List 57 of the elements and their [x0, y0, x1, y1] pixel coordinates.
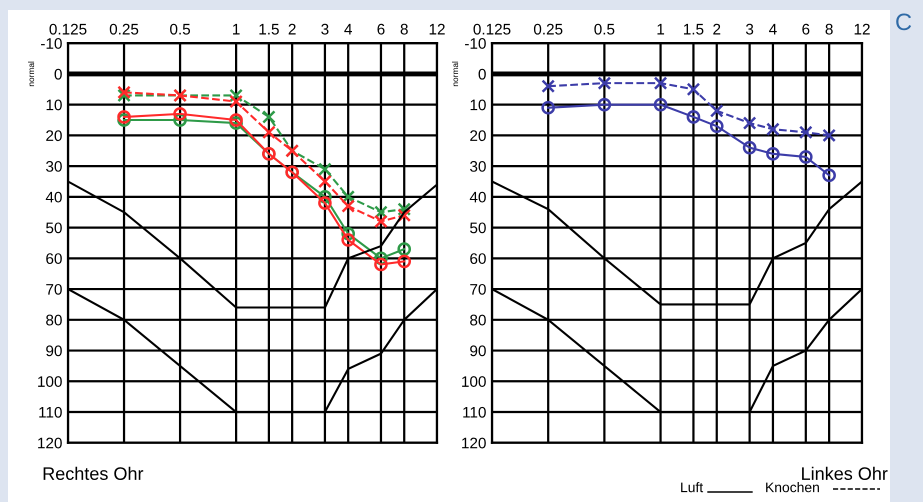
y-tick-label: 80 — [470, 314, 486, 326]
y-tick-label: 50 — [46, 222, 62, 234]
y-tick-label: 100 — [38, 376, 62, 387]
text: Knochen — [766, 482, 819, 492]
x-tick-label: 12 — [854, 24, 870, 34]
x-tick-label: 6 — [802, 24, 810, 35]
y-tick-label: 120 — [462, 438, 486, 448]
x-tick-label: 0.5 — [170, 24, 190, 35]
x-tick-label: 1.5 — [259, 24, 279, 35]
x-tick-label: 1 — [657, 24, 664, 34]
x-tick-label: 8 — [400, 24, 408, 35]
y-tick-label: 30 — [46, 160, 62, 172]
y-tick-label: 120 — [38, 438, 62, 448]
x-tick-label: 8 — [826, 24, 833, 35]
y-tick-label: 40 — [46, 192, 62, 203]
y-tick-label: -10 — [465, 38, 486, 49]
y-tick-label: 70 — [46, 284, 62, 295]
y-tick-label: 10 — [470, 100, 486, 110]
x-tick-label: 0.5 — [594, 24, 614, 35]
x-tick-label: 3 — [746, 24, 754, 35]
x-tick-label: 0.125 — [473, 24, 510, 35]
x-tick-label: 2 — [288, 24, 296, 34]
x-tick-label: 1.5 — [684, 24, 704, 35]
y-tick-label: 90 — [46, 345, 62, 356]
y-tick-label: 110 — [39, 406, 62, 418]
y-tick-label: 30 — [470, 160, 486, 172]
x-tick-label: 0.25 — [110, 24, 138, 35]
y-tick-label: 10 — [46, 100, 62, 110]
y-tick-label: 100 — [462, 376, 486, 387]
y-tick-label: 110 — [463, 406, 486, 418]
x-tick-label: 6 — [377, 24, 385, 35]
y-tick-label: 70 — [470, 284, 486, 295]
x-tick-label: 4 — [769, 24, 777, 34]
x-tick-label: 4 — [344, 24, 352, 34]
x-tick-label: 12 — [430, 24, 445, 34]
y-tick-label: 50 — [470, 222, 486, 234]
y-tick-label: 60 — [46, 253, 62, 264]
y-tick-label: 20 — [46, 130, 62, 142]
text: Luft — [681, 482, 704, 492]
ref-line-label: normal — [28, 62, 34, 86]
y-tick-label: 90 — [470, 345, 486, 356]
y-tick-label: 0 — [478, 68, 486, 80]
y-tick-label: 60 — [470, 253, 486, 264]
x-axis-title: Linkes Ohr — [802, 466, 888, 480]
ref-line-label: normal — [452, 62, 458, 86]
y-tick-label: 0 — [54, 68, 62, 80]
y-tick-label: 80 — [46, 314, 62, 326]
x-tick-label: 3 — [321, 24, 329, 35]
y-tick-label: 20 — [470, 130, 486, 142]
x-axis-title: Rechtes Ohr — [44, 466, 144, 480]
x-tick-label: 2 — [713, 24, 720, 34]
x-tick-label: 0.25 — [534, 24, 562, 35]
x-tick-label: 0.125 — [49, 24, 86, 35]
y-tick-label: 40 — [470, 192, 486, 203]
y-tick-label: -10 — [41, 38, 62, 49]
text: C — [896, 14, 912, 30]
x-tick-label: 1 — [233, 24, 240, 34]
